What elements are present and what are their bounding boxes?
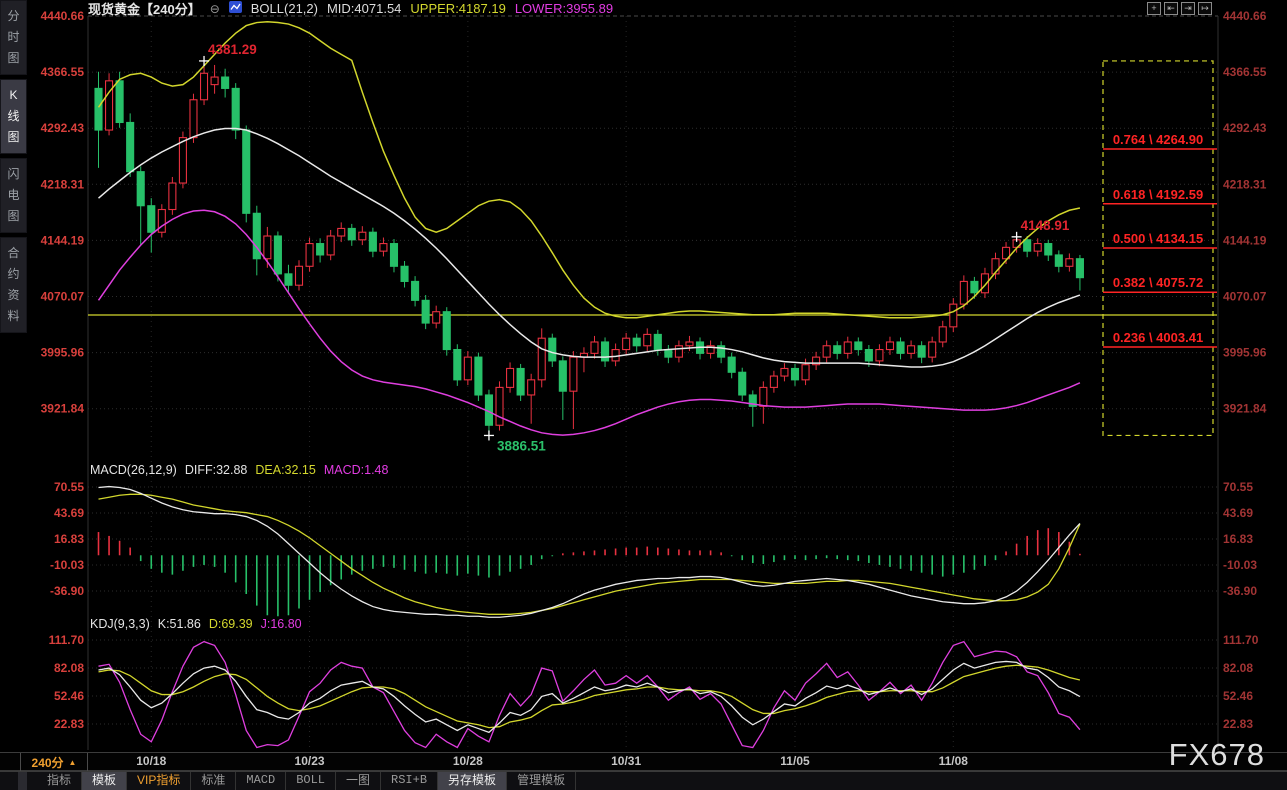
axis-label: -10.03 xyxy=(1223,558,1257,572)
axis-label: 4366.55 xyxy=(41,65,85,79)
footer-left-block xyxy=(18,772,27,790)
axis-label: 4366.55 xyxy=(1223,65,1267,79)
axis-label: 16.83 xyxy=(1223,532,1253,546)
macd-title: MACD(26,12,9) xyxy=(90,463,177,477)
kdj-header: KDJ(9,3,3) K:51.86 D:69.39 J:16.80 xyxy=(90,617,302,631)
axis-label: 4070.07 xyxy=(1223,290,1267,304)
axis-label: 70.55 xyxy=(1223,480,1253,494)
axis-label: 4218.31 xyxy=(41,177,85,191)
fib-level-label: 0.618 \ 4192.59 xyxy=(1113,187,1203,202)
footer-tab-4[interactable]: 标准 xyxy=(191,772,237,790)
axis-label: 3921.84 xyxy=(1223,402,1267,416)
date-label: 10/23 xyxy=(294,754,325,768)
fib-level-label: 0.500 \ 4134.15 xyxy=(1113,231,1203,246)
macd-diff-value: DIFF:32.88 xyxy=(184,463,248,477)
footer-tab-3[interactable]: VIP指标 xyxy=(127,772,192,790)
fib-level-label: 0.764 \ 4264.90 xyxy=(1113,132,1203,147)
axis-label: 4440.66 xyxy=(1223,9,1267,23)
period-selector[interactable]: 240分 ▲ xyxy=(20,753,88,771)
footer-tab-1[interactable]: 指标 xyxy=(37,772,83,790)
axis-label: 52.46 xyxy=(1223,689,1253,703)
date-label: 11/08 xyxy=(938,754,968,768)
footer-toolbar: 指标 模板 VIP指标 标准 MACD BOLL 一图 RSI+B 另存模板 管理模板 xyxy=(0,771,1287,790)
axis-label: -36.90 xyxy=(50,584,84,598)
fib-level-label: 0.382 \ 4075.72 xyxy=(1113,275,1203,290)
move-tool-icon[interactable]: + xyxy=(1147,2,1161,15)
sidebar-tab-3[interactable]: 闪 电 图 xyxy=(0,158,27,233)
footer-tab-5[interactable]: MACD xyxy=(236,772,287,790)
axis-shift-right-icon[interactable]: ⇥ xyxy=(1181,2,1195,15)
sidebar-tab-1[interactable]: 分 时 图 xyxy=(0,0,27,75)
date-label: 11/05 xyxy=(780,754,810,768)
axis-label: 4070.07 xyxy=(41,290,85,304)
axis-label: 4440.66 xyxy=(41,9,85,23)
chart-style-icon[interactable] xyxy=(228,1,242,16)
price-extreme-label: 4148.91 xyxy=(1021,218,1070,233)
axis-label: 4218.31 xyxy=(1223,177,1267,191)
kdj-j-value: J:16.80 xyxy=(260,617,302,631)
axis-label: 82.08 xyxy=(54,661,84,675)
axis-label: -36.90 xyxy=(1223,584,1257,598)
axis-label: 16.83 xyxy=(54,532,84,546)
pane-shift-icon[interactable]: ↦ xyxy=(1198,2,1212,15)
date-label: 10/31 xyxy=(611,754,642,768)
axis-label: 4292.43 xyxy=(41,121,85,135)
macd-header: MACD(26,12,9) DIFF:32.88 DEA:32.15 MACD:… xyxy=(90,463,388,477)
instrument-title: 现货黄金【240分】 xyxy=(88,2,201,17)
axis-label: 70.55 xyxy=(54,480,84,494)
footer-tab-2[interactable]: 模板 xyxy=(82,772,128,790)
boll-lower-value: LOWER:3955.89 xyxy=(514,1,614,16)
kdj-d-value: D:69.39 xyxy=(208,617,253,631)
sidebar-tab-2[interactable]: K 线 图 xyxy=(0,79,27,154)
axis-label: 82.08 xyxy=(1223,661,1253,675)
boll-mid-value: MID:4071.54 xyxy=(326,1,402,16)
triangle-up-icon: ▲ xyxy=(68,757,77,767)
axis-label: 43.69 xyxy=(1223,506,1253,520)
footer-tab-6[interactable]: BOLL xyxy=(286,772,337,790)
chart-type-sidebar: 分 时 图 K 线 图闪 电 图合 约 资 料 xyxy=(0,0,27,337)
time-axis-row: 240分 ▲ 10/18 10/23 10/28 10/31 11/05 11/08 xyxy=(0,752,1287,771)
footer-tab-9[interactable]: 另存模板 xyxy=(438,772,508,790)
sidebar-tab-4[interactable]: 合 约 资 料 xyxy=(0,237,27,333)
chart-header: 现货黄金【240分】 ⊖ BOLL(21,2) MID:4071.54 UPPE… xyxy=(88,0,613,17)
chart-tool-icons: + ⇤ ⇥ ↦ xyxy=(1147,2,1212,15)
date-label: 10/28 xyxy=(452,754,483,768)
kdj-title: KDJ(9,3,3) xyxy=(90,617,150,631)
price-extreme-label: 3886.51 xyxy=(497,438,546,453)
price-extreme-label: 4381.29 xyxy=(208,42,257,57)
axis-label: 3995.96 xyxy=(1223,346,1267,360)
macd-macd-value: MACD:1.48 xyxy=(323,463,389,477)
boll-params-label: BOLL(21,2) xyxy=(250,1,318,16)
axis-label: 22.83 xyxy=(54,717,84,731)
axis-shift-left-icon[interactable]: ⇤ xyxy=(1164,2,1178,15)
axis-label: 52.46 xyxy=(54,689,84,703)
footer-tab-7[interactable]: 一图 xyxy=(336,772,382,790)
axis-label: 3921.84 xyxy=(41,402,85,416)
axis-label: -10.03 xyxy=(50,558,84,572)
axis-label: 111.70 xyxy=(49,633,85,647)
axis-label: 3995.96 xyxy=(41,346,85,360)
boll-upper-value: UPPER:4187.19 xyxy=(410,1,506,16)
watermark: FX678 xyxy=(1168,737,1265,772)
footer-tab-8[interactable]: RSI+B xyxy=(381,772,439,790)
axis-label: 4292.43 xyxy=(1223,121,1267,135)
kdj-k-value: K:51.86 xyxy=(157,617,201,631)
axis-label: 43.69 xyxy=(54,506,84,520)
circle-minus-icon[interactable]: ⊖ xyxy=(209,1,220,16)
macd-dea-value: DEA:32.15 xyxy=(255,463,316,477)
date-label: 10/18 xyxy=(136,754,167,768)
period-label: 240分 xyxy=(31,755,64,770)
footer-tab-10[interactable]: 管理模板 xyxy=(507,772,577,790)
axis-label: 4144.19 xyxy=(41,233,85,247)
axis-label: 22.83 xyxy=(1223,717,1253,731)
fib-level-label: 0.236 \ 4003.41 xyxy=(1113,330,1203,345)
axis-label: 4144.19 xyxy=(1223,233,1267,247)
axis-label: 111.70 xyxy=(1223,633,1259,647)
